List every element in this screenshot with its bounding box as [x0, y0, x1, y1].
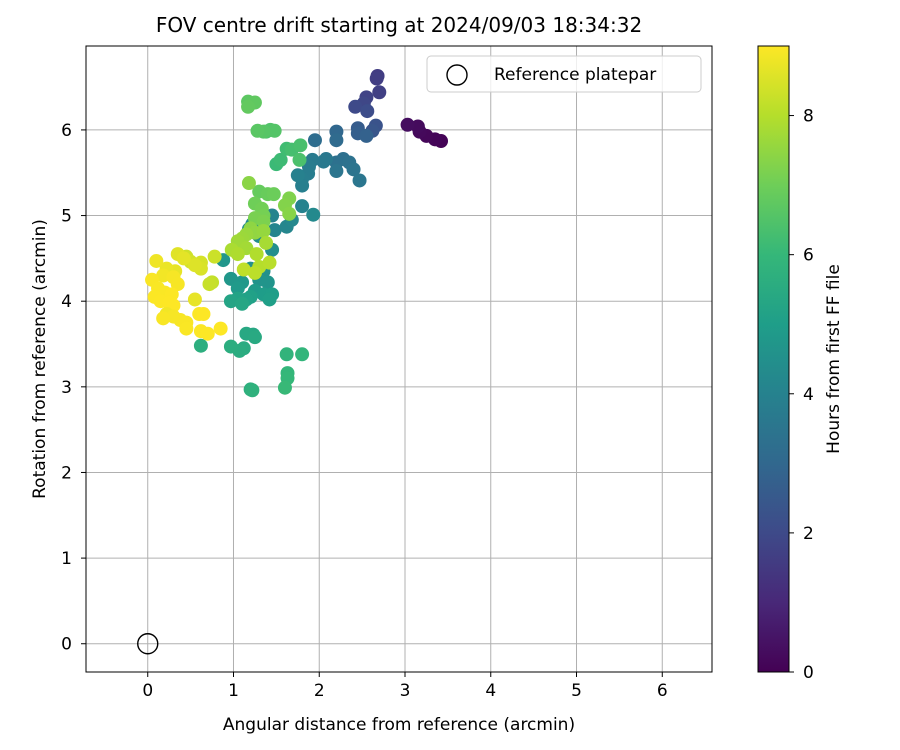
colorbar	[758, 46, 789, 672]
y-tick-label: 0	[61, 635, 72, 655]
data-point	[410, 119, 425, 134]
colorbar-frame	[757, 45, 790, 673]
data-point	[267, 223, 282, 238]
data-point	[262, 255, 277, 270]
colorbar-tick-label: 6	[803, 246, 814, 266]
data-point	[352, 173, 367, 188]
data-point	[277, 380, 292, 395]
data-point	[359, 128, 374, 143]
chart-title: FOV centre drift starting at 2024/09/03 …	[156, 13, 642, 37]
y-tick-label: 2	[61, 463, 72, 483]
data-point	[307, 133, 322, 148]
data-point	[236, 262, 251, 277]
data-point	[360, 104, 375, 119]
x-tick-label: 6	[657, 681, 668, 701]
x-tick-label: 2	[314, 681, 325, 701]
data-point	[400, 117, 415, 132]
plot-frame	[85, 45, 713, 673]
y-tick-label: 5	[61, 207, 72, 227]
data-point	[260, 275, 275, 290]
grid	[86, 46, 712, 672]
colorbar-tick-label: 0	[803, 663, 814, 683]
x-tick-label: 1	[228, 681, 239, 701]
data-point	[149, 253, 164, 268]
data-point	[230, 247, 245, 262]
data-point	[346, 162, 361, 177]
data-point	[213, 321, 228, 336]
y-tick-label: 3	[61, 378, 72, 398]
y-tick-label: 6	[61, 121, 72, 141]
colorbar-tick-label: 2	[803, 524, 814, 544]
legend: Reference platepar	[426, 55, 702, 93]
data-point	[202, 277, 217, 292]
data-point	[295, 347, 310, 362]
data-point	[193, 338, 208, 353]
legend-box	[426, 55, 702, 93]
data-point	[223, 294, 238, 309]
data-point	[207, 249, 222, 264]
data-point	[290, 168, 305, 183]
data-point	[230, 281, 245, 296]
data-point	[179, 321, 194, 336]
legend-label: Reference platepar	[494, 65, 656, 85]
data-point	[306, 207, 321, 222]
data-point	[176, 251, 191, 266]
data-point	[267, 123, 282, 138]
data-point	[241, 176, 256, 191]
data-point	[247, 265, 262, 280]
data-point	[250, 123, 265, 138]
data-point	[196, 307, 211, 322]
y-axis-ticks: 0 1 2 3 4 5 6	[61, 121, 86, 655]
data-point	[235, 296, 250, 311]
data-point	[262, 292, 277, 307]
colorbar-label: Hours from first FF file	[824, 264, 844, 454]
data-point	[187, 292, 202, 307]
data-point	[187, 258, 202, 273]
x-tick-label: 5	[571, 681, 582, 701]
data-point	[329, 133, 344, 148]
data-point	[316, 154, 331, 169]
data-point	[348, 99, 363, 114]
data-point	[170, 277, 185, 292]
colorbar-ticks: 0 2 4 6 8	[789, 107, 814, 683]
data-points	[145, 68, 449, 398]
data-point	[279, 347, 294, 362]
data-point	[245, 383, 260, 398]
data-point	[329, 164, 344, 179]
x-tick-label: 3	[400, 681, 411, 701]
data-point	[273, 152, 288, 167]
x-tick-label: 0	[142, 681, 153, 701]
data-point	[282, 206, 297, 221]
data-point	[156, 311, 171, 326]
x-axis-label: Angular distance from reference (arcmin)	[223, 715, 575, 735]
data-point	[223, 339, 238, 354]
data-point	[249, 247, 264, 262]
data-point	[369, 71, 384, 86]
data-point	[247, 330, 262, 345]
data-point	[266, 187, 281, 202]
colorbar-tick-label: 8	[803, 107, 814, 127]
data-point	[156, 268, 171, 283]
y-axis-label: Rotation from reference (arcmin)	[30, 219, 50, 499]
data-point	[295, 199, 310, 214]
legend-marker	[446, 64, 468, 86]
colorbar-tick-label: 4	[803, 385, 814, 405]
data-point	[293, 138, 308, 153]
data-point	[256, 223, 271, 238]
y-tick-label: 1	[61, 549, 72, 569]
data-point	[372, 85, 387, 100]
data-point	[259, 235, 274, 250]
data-point	[241, 99, 256, 114]
x-axis-ticks: 0 1 2 3 4 5 6	[142, 672, 668, 701]
data-point	[292, 152, 307, 167]
data-point	[200, 326, 215, 341]
y-tick-label: 4	[61, 292, 72, 312]
x-tick-label: 4	[485, 681, 496, 701]
reference-point-marker	[137, 633, 159, 655]
